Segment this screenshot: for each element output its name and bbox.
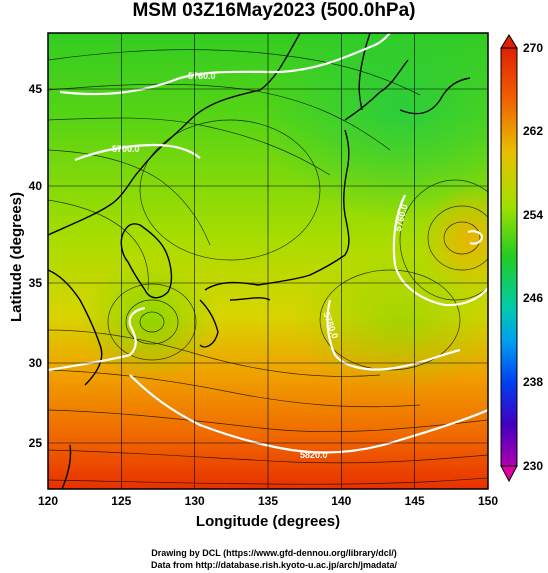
- contour-label: 5820.0: [300, 450, 328, 460]
- graticule: [48, 33, 488, 489]
- x-tick-label: 125: [111, 494, 131, 508]
- colorbar-min-triangle: [500, 465, 518, 483]
- x-axis-label: Longitude (degrees): [195, 513, 341, 530]
- contour-label: 5700.0: [112, 144, 140, 154]
- colorbar-max-triangle: [500, 34, 518, 49]
- map-title: MSM 03Z16May2023 (500.0hPa): [132, 0, 416, 21]
- y-tick-label: 35: [29, 276, 43, 290]
- colorbar-tick-label: 262: [523, 124, 543, 138]
- x-tick-labels: 120 125 130 135 140 145 150: [38, 494, 498, 508]
- credit-drawing: Drawing by DCL (https://www.gfd-dennou.o…: [151, 548, 397, 558]
- height-contours: [48, 33, 488, 454]
- colorbar-tick-label: 270: [523, 41, 543, 55]
- x-tick-label: 145: [405, 494, 425, 508]
- colorbar: 270 262 254 246 238 230: [500, 34, 543, 483]
- y-tick-label: 25: [29, 436, 43, 450]
- colorbar-tick-label: 254: [523, 208, 543, 222]
- contour-label: 5760.0: [188, 71, 216, 81]
- credit-data: Data from http://database.rish.kyoto-u.a…: [150, 560, 398, 570]
- coastlines: [48, 33, 471, 489]
- colorbar-tick-label: 238: [523, 375, 543, 389]
- x-tick-label: 120: [38, 494, 58, 508]
- colorbar-tick-label: 230: [523, 459, 543, 473]
- colorbar-tick-label: 246: [523, 291, 543, 305]
- y-tick-label: 45: [29, 82, 43, 96]
- plot-frame: [47, 32, 489, 490]
- x-tick-label: 135: [258, 494, 278, 508]
- y-tick-label: 30: [29, 356, 43, 370]
- x-tick-label: 130: [185, 494, 205, 508]
- x-tick-label: 150: [478, 494, 498, 508]
- y-tick-labels: 25 30 35 40 45: [29, 82, 43, 450]
- y-tick-label: 40: [29, 179, 43, 193]
- wind-streamlines: [48, 49, 488, 485]
- x-tick-label: 140: [331, 494, 351, 508]
